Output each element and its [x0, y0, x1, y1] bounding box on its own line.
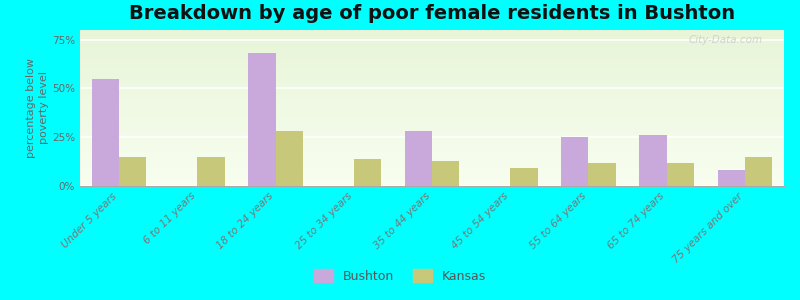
Bar	[561, 137, 589, 186]
Y-axis label: percentage below
poverty level: percentage below poverty level	[26, 58, 50, 158]
Bar	[510, 168, 538, 186]
Bar	[666, 163, 694, 186]
Bar	[354, 159, 381, 186]
Bar	[119, 157, 146, 186]
Bar	[92, 79, 119, 186]
Text: City-Data.com: City-Data.com	[689, 35, 763, 45]
Title: Breakdown by age of poor female residents in Bushton: Breakdown by age of poor female resident…	[129, 4, 735, 23]
Legend: Bushton, Kansas: Bushton, Kansas	[309, 264, 491, 288]
Bar	[432, 161, 459, 186]
Bar	[405, 131, 432, 186]
Bar	[275, 131, 303, 186]
Bar	[639, 135, 666, 186]
Bar	[589, 163, 616, 186]
Bar	[198, 157, 225, 186]
Bar	[248, 53, 275, 186]
Bar	[745, 157, 772, 186]
Bar	[718, 170, 745, 186]
